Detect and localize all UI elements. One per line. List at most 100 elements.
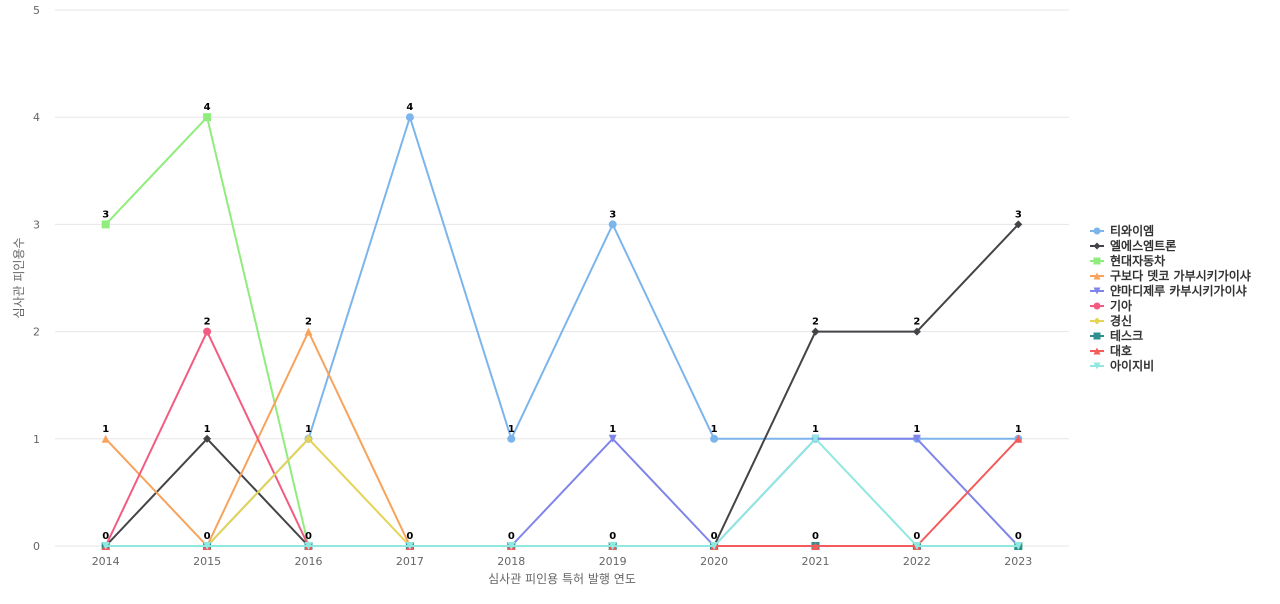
- x-tick-label: 2019: [599, 555, 627, 568]
- data-label: 1: [609, 424, 616, 435]
- data-label: 0: [711, 531, 718, 542]
- x-tick-label: 2021: [802, 555, 830, 568]
- data-point: [101, 434, 110, 443]
- data-label: 1: [102, 424, 109, 435]
- data-label: 1: [812, 424, 819, 435]
- legend-label: 얀마디제루 카부시키가이샤: [1110, 283, 1247, 298]
- y-tick-label: 5: [33, 4, 40, 17]
- data-point: [608, 220, 617, 229]
- x-tick-label: 2015: [193, 555, 221, 568]
- data-point: [203, 327, 212, 336]
- legend-label: 경신: [1110, 313, 1132, 328]
- data-label: 1: [913, 424, 920, 435]
- data-label: 1: [508, 424, 515, 435]
- legend-item[interactable]: 대호: [1090, 344, 1132, 358]
- x-axis-ticks: 2014 2015 2016 2017 2018 2019 2020 2021 2022 2023: [92, 555, 1033, 568]
- legend-marker: [1093, 257, 1101, 265]
- data-label: 0: [406, 531, 413, 542]
- data-label: 0: [1015, 531, 1022, 542]
- x-axis-title: 심사관 피인용 특허 발행 연도: [488, 571, 636, 586]
- legend-item[interactable]: 얀마디제루 카부시키가이샤: [1090, 283, 1247, 298]
- data-label: 3: [1015, 209, 1022, 220]
- data-point: [203, 542, 212, 550]
- data-point: [912, 542, 921, 550]
- data-label: 1: [305, 424, 312, 435]
- legend-item[interactable]: 기아: [1090, 298, 1132, 313]
- data-point: [1014, 220, 1023, 229]
- y-tick-label: 1: [33, 433, 40, 446]
- data-label: 3: [102, 209, 109, 220]
- data-point: [608, 434, 617, 443]
- y-tick-label: 2: [33, 326, 40, 339]
- y-tick-label: 0: [33, 540, 40, 553]
- series-lines: [101, 113, 1023, 550]
- legend-label: 대호: [1110, 344, 1132, 358]
- legend-item[interactable]: 티와이엠: [1090, 223, 1154, 238]
- data-point: [304, 434, 313, 443]
- x-tick-label: 2023: [1004, 555, 1032, 568]
- data-point: [203, 113, 212, 122]
- data-label: 2: [305, 317, 312, 328]
- x-tick-label: 2017: [396, 555, 424, 568]
- data-labels: 3 1 0 4 2 1 0 2 1 0 4 0 1 0 3 1 0 1 0 2 1 0 2 1 0 3 1 0: [102, 102, 1022, 542]
- data-point: [101, 220, 110, 229]
- y-tick-label: 4: [33, 111, 40, 124]
- data-label: 3: [609, 209, 616, 220]
- series-line: [105, 437, 1019, 547]
- legend-label: 기아: [1110, 298, 1132, 313]
- data-label: 4: [204, 102, 211, 113]
- series-10: [101, 434, 1023, 550]
- legend-marker: [1093, 302, 1101, 310]
- data-point: [405, 542, 414, 550]
- x-tick-label: 2018: [497, 555, 525, 568]
- data-label: 2: [913, 317, 920, 328]
- y-tick-label: 3: [33, 218, 40, 231]
- legend-label: 엘에스엠트론: [1110, 238, 1176, 253]
- data-point: [203, 434, 212, 443]
- data-point: [710, 434, 719, 443]
- legend-marker: [1093, 242, 1101, 250]
- data-point: [811, 327, 820, 336]
- data-point: [912, 434, 921, 443]
- legend-marker: [1093, 272, 1101, 280]
- data-label: 0: [913, 531, 920, 542]
- data-label: 1: [204, 424, 211, 435]
- data-point: [304, 542, 313, 550]
- data-label: 2: [812, 317, 819, 328]
- series-5: [101, 434, 1023, 550]
- data-label: 0: [102, 531, 109, 542]
- data-point: [507, 542, 516, 550]
- data-point: [507, 434, 516, 443]
- legend-item[interactable]: 현대자동차: [1090, 253, 1165, 268]
- legend-item[interactable]: 엘에스엠트론: [1090, 238, 1176, 253]
- legend-marker: [1093, 317, 1101, 325]
- series-line: [104, 223, 1020, 547]
- data-point: [405, 113, 414, 122]
- legend-item[interactable]: 구보다 뎃코 가부시키가이샤: [1090, 268, 1251, 283]
- data-point: [811, 434, 820, 443]
- data-label: 4: [406, 102, 413, 113]
- data-label: 0: [204, 531, 211, 542]
- data-label: 0: [812, 531, 819, 542]
- data-point: [912, 327, 921, 336]
- legend-label: 현대자동차: [1110, 253, 1165, 268]
- data-point: [101, 542, 110, 550]
- data-label: 0: [508, 531, 515, 542]
- x-tick-label: 2022: [903, 555, 931, 568]
- legend-label: 아이지비: [1110, 358, 1154, 373]
- data-label: 1: [711, 424, 718, 435]
- legend-item[interactable]: 테스크: [1090, 329, 1143, 343]
- data-point: [304, 327, 313, 336]
- data-label: 0: [609, 531, 616, 542]
- legend-item[interactable]: 아이지비: [1090, 358, 1154, 373]
- data-point: [1014, 542, 1023, 550]
- legend-marker: [1093, 347, 1101, 355]
- legend-marker: [1093, 332, 1101, 340]
- data-label: 2: [204, 317, 211, 328]
- x-tick-label: 2020: [700, 555, 728, 568]
- legend-item[interactable]: 경신: [1090, 313, 1132, 328]
- data-point: [608, 542, 617, 550]
- legend-marker: [1093, 227, 1101, 235]
